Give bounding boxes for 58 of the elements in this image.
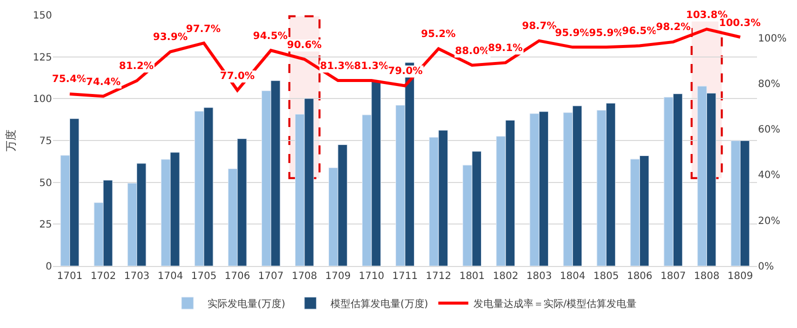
legend-label: 实际发电量(万度) <box>208 298 286 310</box>
data-label: 100.3% <box>719 18 761 29</box>
y-tick-label: 25 <box>39 220 52 231</box>
y-tick-label: 0 <box>46 262 52 272</box>
data-label: 95.9% <box>589 28 624 39</box>
data-label: 96.5% <box>622 26 657 37</box>
y-axis-title: 万度 <box>4 130 18 152</box>
legend-label: 模型估算发电量(万度) <box>330 298 428 310</box>
data-label: 74.4% <box>86 77 121 88</box>
y-tick-label: 75 <box>39 136 52 147</box>
legend-label: 发电量达成率＝实际/模型估算发电量 <box>473 298 637 310</box>
x-tick-label: 1804 <box>560 271 586 282</box>
x-tick-label: 1707 <box>258 271 284 282</box>
data-label: 97.7% <box>186 24 221 35</box>
y-tick-label: 125 <box>32 52 52 64</box>
y-tick-label: 50 <box>39 178 52 189</box>
y2-tick-label: 100% <box>758 33 787 44</box>
y2-tick-label: 80% <box>758 78 780 90</box>
x-tick-label: 1803 <box>526 271 552 282</box>
data-label: 88.0% <box>455 46 490 57</box>
data-label: 98.7% <box>522 21 557 32</box>
y2-tick-label: 40% <box>758 170 780 182</box>
data-label: 81.2% <box>119 61 154 72</box>
data-label: 95.2% <box>421 29 456 40</box>
data-label: 81.3% <box>354 61 389 72</box>
x-tick-label: 1807 <box>660 271 686 282</box>
x-tick-label: 1701 <box>57 271 82 282</box>
y-tick-label: 150 <box>32 10 52 22</box>
data-label: 98.2% <box>656 22 691 33</box>
x-tick-label: 1705 <box>191 271 217 282</box>
data-label: 77.0% <box>220 71 255 82</box>
x-tick-label: 1702 <box>90 271 116 282</box>
data-label: 93.9% <box>153 32 188 43</box>
x-tick-label: 1809 <box>728 271 753 282</box>
y2-tick-label: 0% <box>758 262 774 272</box>
data-label: 89.1% <box>488 43 523 54</box>
x-tick-label: 1711 <box>392 271 418 282</box>
x-tick-label: 1808 <box>694 271 720 282</box>
x-tick-label: 1710 <box>358 271 384 282</box>
data-label: 79.0% <box>388 66 423 77</box>
data-label: 81.3% <box>320 61 355 72</box>
x-tick-label: 1806 <box>626 271 652 282</box>
y-tick-label: 100 <box>32 94 52 106</box>
data-label: 95.9% <box>555 28 590 39</box>
x-tick-label: 1708 <box>292 271 318 282</box>
y2-tick-label: 60% <box>758 124 780 136</box>
x-tick-label: 1706 <box>224 271 250 282</box>
data-label: 90.6% <box>287 40 322 51</box>
x-tick-label: 1709 <box>325 271 351 282</box>
y2-tick-label: 20% <box>758 216 780 227</box>
x-tick-label: 1704 <box>158 271 184 282</box>
x-tick-label: 1712 <box>426 271 452 282</box>
x-tick-label: 1805 <box>593 271 619 282</box>
data-label: 94.5% <box>253 31 288 42</box>
x-tick-label: 1802 <box>492 271 518 282</box>
data-label: 75.4% <box>52 74 87 85</box>
x-tick-label: 1801 <box>459 271 485 282</box>
x-tick-label: 1703 <box>124 271 150 282</box>
